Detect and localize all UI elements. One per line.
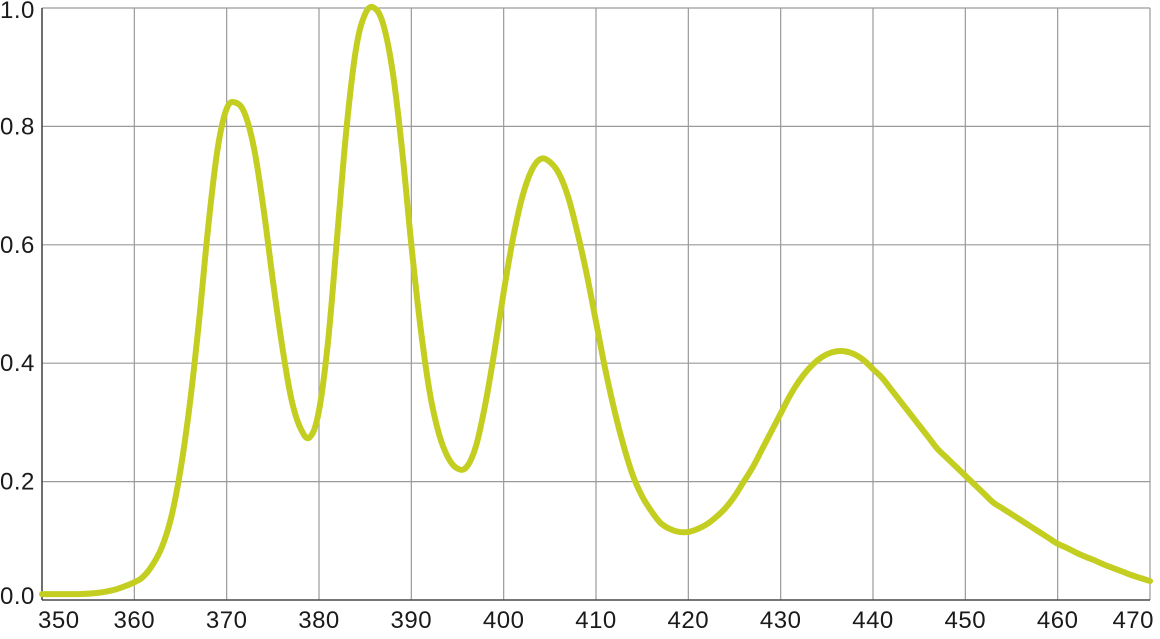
x-tick-label: 460 [1037, 607, 1079, 634]
x-tick-labels: 350 360 370 380 390 400 410 420 430 440 450 460 470 [38, 607, 1154, 634]
x-tick-label: 350 [38, 607, 80, 634]
x-tick-label: 360 [114, 607, 156, 634]
y-tick-labels: 0.0 0.2 0.4 0.6 0.8 1.0 [0, 0, 35, 610]
x-tick-label: 370 [206, 607, 248, 634]
x-tick-label: 450 [945, 607, 987, 634]
y-tick-label: 0.4 [0, 350, 35, 377]
x-tick-label: 430 [760, 607, 802, 634]
grid-group [42, 8, 1150, 600]
line-chart: 350360370380390400410420430440450460470 … [0, 0, 1160, 639]
chart-svg: 350360370380390400410420430440450460470 … [0, 0, 1160, 639]
y-tick-label: 1.0 [0, 0, 35, 24]
x-tick-label: 420 [668, 607, 710, 634]
x-tick-label: 410 [575, 607, 617, 634]
x-tick-label: 380 [298, 607, 340, 634]
y-tick-label: 0.6 [0, 232, 35, 259]
x-tick-label: 470 [1112, 607, 1154, 634]
y-tick-label: 0.8 [0, 113, 35, 140]
y-tick-label: 0.2 [0, 469, 35, 496]
x-tick-label: 390 [391, 607, 433, 634]
x-tick-label: 400 [483, 607, 525, 634]
y-tick-label: 0.0 [0, 583, 35, 610]
x-tick-label: 440 [852, 607, 894, 634]
